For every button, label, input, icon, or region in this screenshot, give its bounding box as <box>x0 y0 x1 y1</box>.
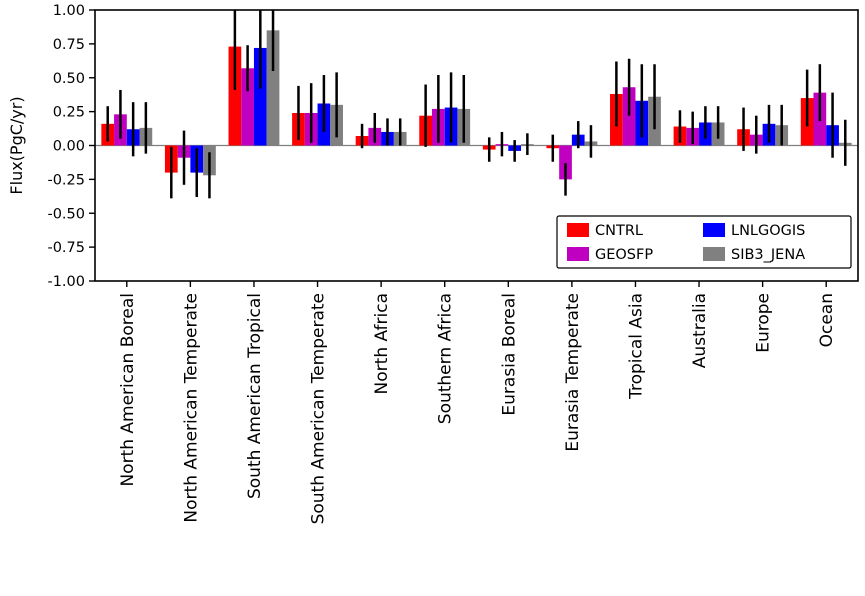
legend-swatch-LNLGOGIS <box>703 223 725 237</box>
bar <box>241 68 254 146</box>
x-axis: North American Boreal North American Temp… <box>118 281 837 524</box>
x-tick-label: Australia <box>690 293 710 368</box>
legend: CNTRL GEOSFP LNLGOGIS SIB3_JENA <box>556 215 852 269</box>
legend-label-LNLGOGIS: LNLGOGIS <box>731 223 805 239</box>
legend-box <box>556 215 852 269</box>
legend-swatch-GEOSFP <box>567 247 589 261</box>
legend-swatch-CNTRL <box>567 223 589 237</box>
error-bars-LNLGOGIS <box>131 10 834 197</box>
error-bars-SIB3_JENA <box>144 10 847 199</box>
y-tick-label: 0.75 <box>53 37 85 53</box>
x-tick-label: North American Temperate <box>181 293 201 523</box>
bar <box>253 47 267 146</box>
error-bars-CNTRL <box>106 10 809 199</box>
error-bars-GEOSFP <box>119 45 822 196</box>
legend-label-GEOSFP: GEOSFP <box>595 247 653 263</box>
bar <box>622 87 636 146</box>
x-tick-label: Ocean <box>817 293 837 347</box>
y-axis-label: Flux(PgC/yr) <box>7 96 26 194</box>
bar <box>266 30 280 146</box>
y-tick-label: 0.50 <box>53 71 85 87</box>
y-tick-label: 1.00 <box>53 3 85 19</box>
y-tick-label: -0.50 <box>47 206 85 222</box>
y-tick-label: 0.00 <box>53 139 85 155</box>
x-tick-label: Tropical Asia <box>626 293 646 400</box>
x-tick-label: South American Tropical <box>245 293 265 499</box>
legend-label-CNTRL: CNTRL <box>595 223 643 239</box>
x-tick-label: North Africa <box>372 293 392 394</box>
legend-swatch-SIB3_JENA <box>703 247 725 261</box>
bar <box>559 145 572 180</box>
y-axis: 1.00 0.75 0.50 0.25 0.00 -0.25 -0.50 -0.75 -1.00 <box>47 3 95 290</box>
x-tick-label: Eurasia Boreal <box>499 293 519 416</box>
y-tick-label: -0.75 <box>47 240 85 256</box>
x-tick-label: North American Boreal <box>118 293 138 487</box>
legend-label-SIB3_JENA: SIB3_JENA <box>731 247 805 263</box>
x-tick-label: Southern Africa <box>436 293 456 424</box>
y-tick-label: 0.25 <box>53 105 85 121</box>
bar-series-GEOSFP <box>114 68 827 180</box>
y-tick-label: -0.25 <box>47 172 85 188</box>
bar <box>228 46 242 146</box>
x-tick-label: Eurasia Temperate <box>563 293 583 452</box>
x-tick-label: Europe <box>754 293 774 353</box>
x-tick-label: South American Temperate <box>309 293 329 524</box>
y-tick-label: -1.00 <box>47 274 85 290</box>
